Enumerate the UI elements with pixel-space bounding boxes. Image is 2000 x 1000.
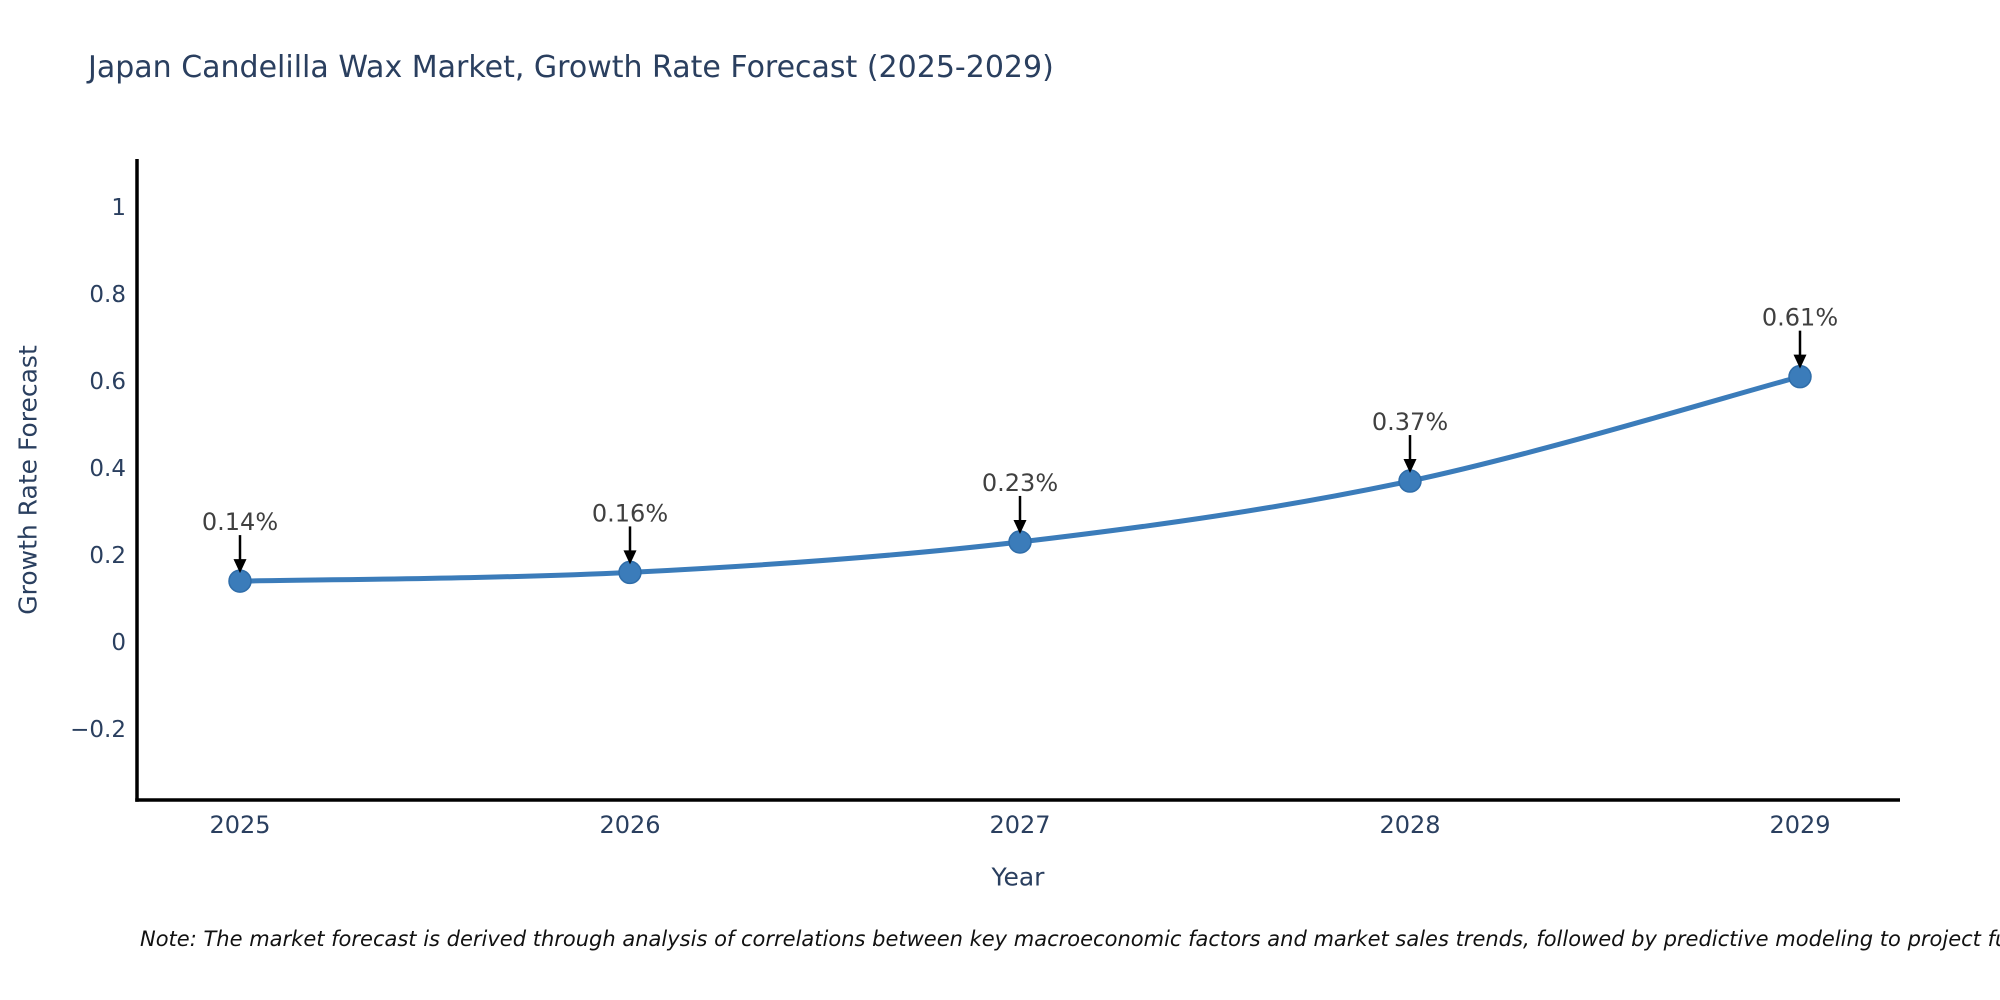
x-tick-label: 2029 bbox=[1769, 811, 1830, 839]
annotation-label: 0.23% bbox=[982, 469, 1058, 497]
x-tick-label: 2028 bbox=[1379, 811, 1440, 839]
annotation-arrowhead bbox=[1793, 354, 1807, 369]
annotation-arrowhead bbox=[1013, 519, 1027, 534]
annotation-label: 0.61% bbox=[1762, 304, 1838, 332]
y-tick-label: 0.6 bbox=[89, 369, 126, 395]
chart-title: Japan Candelilla Wax Market, Growth Rate… bbox=[88, 50, 1054, 85]
data-point-marker bbox=[228, 569, 252, 593]
annotation-label: 0.16% bbox=[592, 499, 668, 527]
annotation-label: 0.14% bbox=[202, 508, 278, 536]
y-tick-label: −0.2 bbox=[70, 717, 126, 743]
x-axis-title: Year bbox=[991, 862, 1045, 892]
annotation-arrowhead bbox=[1403, 459, 1417, 474]
annotation-label: 0.37% bbox=[1372, 408, 1448, 436]
x-tick-label: 2027 bbox=[989, 811, 1050, 839]
y-tick-label: 0.4 bbox=[89, 456, 126, 482]
y-tick-label: 0 bbox=[111, 630, 126, 656]
data-point-marker bbox=[1398, 469, 1422, 493]
y-tick-label: 1 bbox=[111, 195, 126, 221]
data-point-marker bbox=[618, 560, 642, 585]
y-tick-label: 0.2 bbox=[89, 543, 126, 569]
footnote: Note: The market forecast is derived thr… bbox=[140, 927, 2000, 951]
x-tick-label: 2025 bbox=[209, 811, 270, 839]
annotation-arrowhead bbox=[233, 559, 247, 574]
data-point-marker bbox=[1788, 364, 1812, 389]
x-tick-label: 2026 bbox=[599, 811, 660, 839]
data-point-marker bbox=[1008, 530, 1032, 554]
annotation-arrowhead bbox=[623, 550, 637, 565]
y-tick-label: 0.8 bbox=[89, 282, 126, 308]
